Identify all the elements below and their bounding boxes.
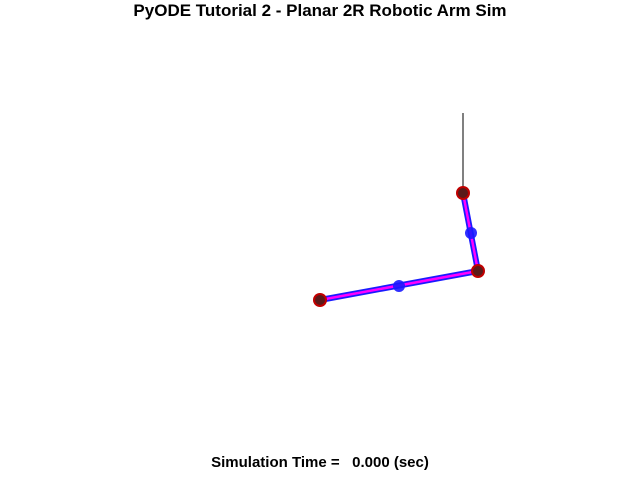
window-title: PyODE Tutorial 2 - Planar 2R Robotic Arm… <box>133 1 507 20</box>
link-1-center-of-mass-icon <box>465 227 477 239</box>
simulation-time-value: 0.000 <box>343 454 390 471</box>
base-joint-icon <box>456 186 470 200</box>
end-effector-joint-icon <box>313 293 327 307</box>
link-2-center-of-mass-icon <box>393 280 405 292</box>
simulation-time-label: Simulation Time = <box>211 454 344 471</box>
simulation-time-readout: Simulation Time = 0.000 (sec) <box>0 452 640 474</box>
elbow-joint-icon <box>471 264 485 278</box>
simulation-time-unit: (sec) <box>389 454 429 471</box>
